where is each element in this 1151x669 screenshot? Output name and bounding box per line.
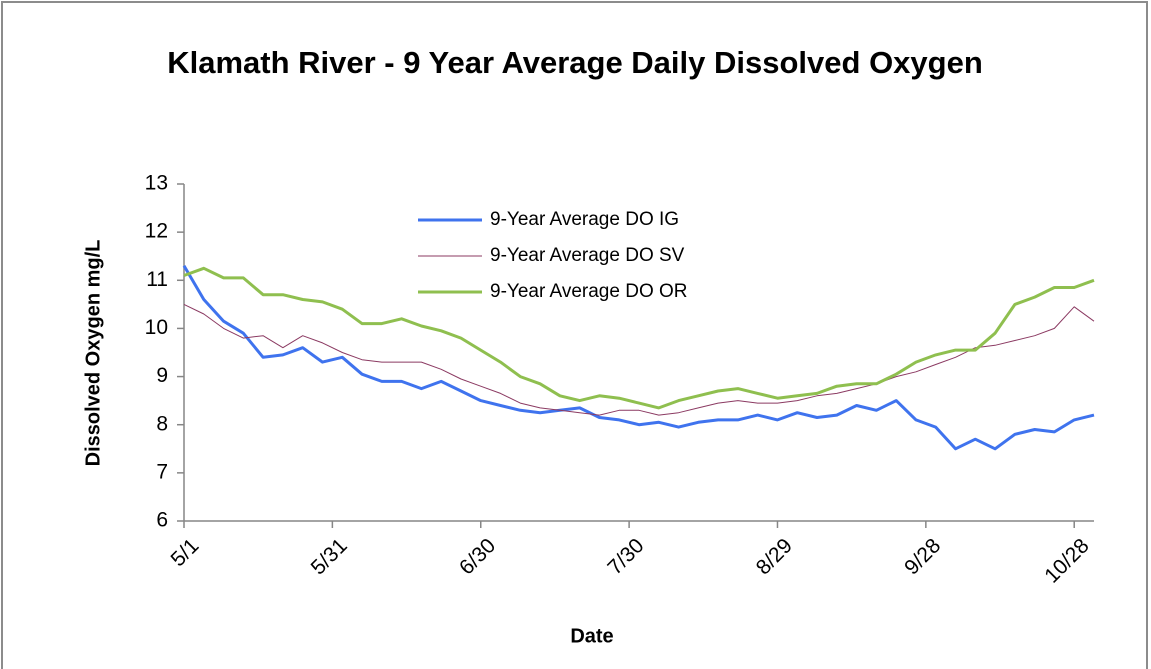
x-tick-label: 5/31 [307, 534, 352, 579]
y-tick-label: 7 [156, 460, 168, 483]
y-tick-label: 11 [146, 268, 168, 291]
legend-label: 9-Year Average DO OR [490, 281, 688, 302]
x-tick-label: 5/1 [167, 534, 204, 571]
x-tick-label: 7/30 [603, 534, 648, 579]
x-tick-label: 8/29 [752, 534, 797, 579]
legend-label: 9-Year Average DO SV [490, 245, 685, 266]
x-tick-label: 6/30 [455, 534, 500, 579]
y-axis-label: Dissolved Oxygen mg/L [82, 240, 104, 467]
chart-title: Klamath River - 9 Year Average Daily Dis… [167, 45, 983, 80]
data-line [183, 303, 1095, 416]
y-tick-label: 10 [145, 316, 168, 339]
data-line [183, 266, 1095, 410]
y-tick-label: 13 [145, 172, 168, 195]
x-tick-label: 9/28 [900, 534, 945, 579]
x-tick-label: 10/28 [1040, 534, 1093, 587]
x-axis-label: Date [570, 625, 613, 647]
y-tick-label: 12 [145, 220, 168, 243]
y-tick-label: 6 [156, 509, 168, 532]
data-line [182, 265, 1095, 451]
y-tick-label: 8 [156, 412, 168, 435]
y-tick-label: 9 [156, 364, 168, 387]
legend-label: 9-Year Average DO IG [490, 209, 679, 230]
